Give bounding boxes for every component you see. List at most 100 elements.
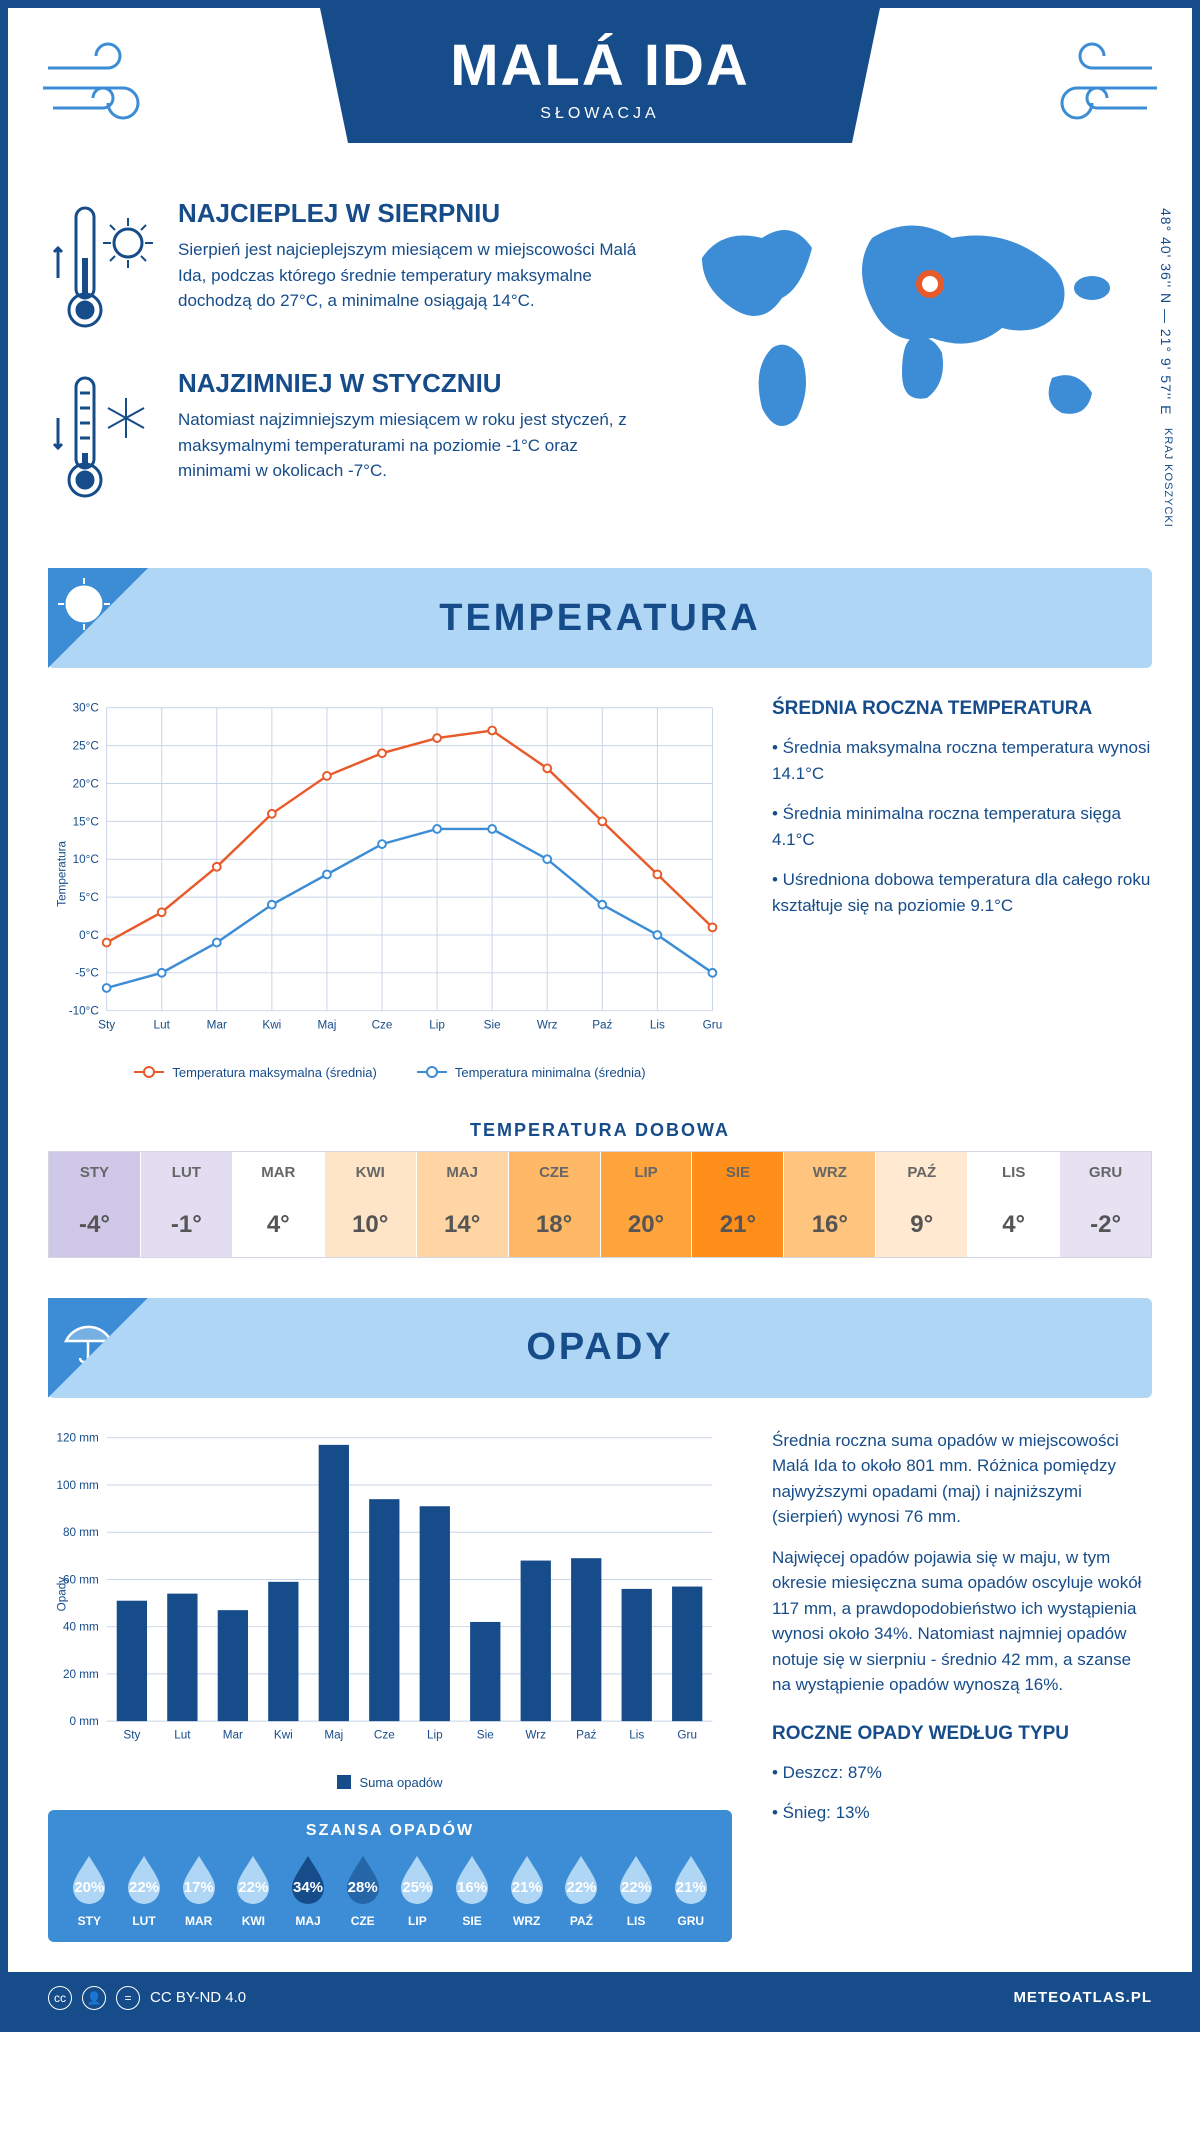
month-cell: WRZ16° bbox=[784, 1152, 876, 1257]
svg-text:Maj: Maj bbox=[324, 1728, 343, 1741]
month-cell: LUT-1° bbox=[141, 1152, 233, 1257]
svg-text:Temperatura: Temperatura bbox=[56, 841, 69, 907]
month-cell: LIS4° bbox=[968, 1152, 1060, 1257]
svg-text:20 mm: 20 mm bbox=[63, 1668, 99, 1681]
world-map-block: 48° 40' 36'' N — 21° 9' 57'' E KRAJ KOSZ… bbox=[672, 198, 1152, 538]
chance-drop: 22%LIS bbox=[609, 1852, 664, 1928]
svg-text:15°C: 15°C bbox=[73, 815, 100, 828]
month-cell: GRU-2° bbox=[1060, 1152, 1151, 1257]
title-band: MALÁ IDA SŁOWACJA bbox=[320, 8, 880, 143]
svg-text:Wrz: Wrz bbox=[525, 1728, 546, 1741]
region-label: KRAJ KOSZYCKI bbox=[1162, 428, 1174, 528]
raindrop-icon bbox=[341, 1852, 385, 1904]
temperature-legend: Temperatura maksymalna (średnia) Tempera… bbox=[48, 1065, 732, 1080]
month-cell: SIE21° bbox=[692, 1152, 784, 1257]
wind-icon bbox=[38, 38, 168, 138]
temperature-line-chart: -10°C-5°C0°C5°C10°C15°C20°C25°C30°CStyLu… bbox=[48, 698, 732, 1050]
svg-text:25°C: 25°C bbox=[73, 740, 100, 753]
svg-text:Opady: Opady bbox=[56, 1576, 69, 1611]
svg-text:Sie: Sie bbox=[484, 1018, 501, 1031]
temperature-title: TEMPERATURA bbox=[439, 597, 761, 640]
svg-text:Sty: Sty bbox=[98, 1018, 115, 1031]
sun-icon bbox=[56, 576, 116, 636]
page-subtitle: SŁOWACJA bbox=[320, 105, 880, 123]
svg-text:20°C: 20°C bbox=[73, 777, 100, 790]
warmest-block: NAJCIEPLEJ W SIERPNIU Sierpień jest najc… bbox=[48, 198, 642, 338]
svg-text:Kwi: Kwi bbox=[262, 1018, 281, 1031]
chance-drop: 22%PAŹ bbox=[554, 1852, 609, 1928]
svg-text:Mar: Mar bbox=[207, 1018, 227, 1031]
chance-drop: 21%WRZ bbox=[499, 1852, 554, 1928]
chance-drop: 22%LUT bbox=[117, 1852, 172, 1928]
svg-text:Lut: Lut bbox=[174, 1728, 191, 1741]
raindrop-icon bbox=[669, 1852, 713, 1904]
svg-text:Paź: Paź bbox=[592, 1018, 612, 1031]
svg-text:Kwi: Kwi bbox=[274, 1728, 293, 1741]
svg-text:Lip: Lip bbox=[427, 1728, 443, 1741]
coldest-title: NAJZIMNIEJ W STYCZNIU bbox=[178, 368, 642, 399]
svg-text:-5°C: -5°C bbox=[75, 967, 99, 980]
chance-drop: 34%MAJ bbox=[281, 1852, 336, 1928]
precipitation-info: Średnia roczna suma opadów w miejscowośc… bbox=[772, 1428, 1152, 1942]
warmest-title: NAJCIEPLEJ W SIERPNIU bbox=[178, 198, 642, 229]
month-cell: KWI10° bbox=[325, 1152, 417, 1257]
svg-text:80 mm: 80 mm bbox=[63, 1526, 99, 1539]
svg-text:Maj: Maj bbox=[317, 1018, 336, 1031]
raindrop-icon bbox=[614, 1852, 658, 1904]
chance-drop: 28%CZE bbox=[335, 1852, 390, 1928]
svg-text:10°C: 10°C bbox=[73, 853, 100, 866]
raindrop-icon bbox=[395, 1852, 439, 1904]
license-text: CC BY-ND 4.0 bbox=[150, 1989, 246, 2006]
svg-text:120 mm: 120 mm bbox=[56, 1431, 98, 1444]
svg-text:Lut: Lut bbox=[154, 1018, 171, 1031]
svg-text:Mar: Mar bbox=[223, 1728, 243, 1741]
site-name: METEOATLAS.PL bbox=[1013, 1989, 1152, 2006]
raindrop-icon bbox=[122, 1852, 166, 1904]
chance-drop: 21%GRU bbox=[663, 1852, 718, 1928]
by-icon: 👤 bbox=[82, 1986, 106, 2010]
svg-text:Wrz: Wrz bbox=[537, 1018, 558, 1031]
svg-text:30°C: 30°C bbox=[73, 702, 100, 715]
daily-temp-title: TEMPERATURA DOBOWA bbox=[8, 1120, 1192, 1141]
chance-drop: 16%SIE bbox=[445, 1852, 500, 1928]
svg-text:Lis: Lis bbox=[629, 1728, 644, 1741]
month-cell: MAJ14° bbox=[417, 1152, 509, 1257]
page-title: MALÁ IDA bbox=[320, 32, 880, 99]
temperature-section-header: TEMPERATURA bbox=[48, 568, 1152, 668]
svg-text:Lip: Lip bbox=[429, 1018, 445, 1031]
thermometer-hot-icon bbox=[48, 198, 158, 338]
world-map-icon bbox=[672, 198, 1152, 478]
raindrop-icon bbox=[450, 1852, 494, 1904]
daily-temp-table: STY-4°LUT-1°MAR4°KWI10°MAJ14°CZE18°LIP20… bbox=[48, 1151, 1152, 1258]
wind-icon bbox=[1032, 38, 1162, 138]
precipitation-section-header: OPADY bbox=[48, 1298, 1152, 1398]
temperature-info: ŚREDNIA ROCZNA TEMPERATURA • Średnia mak… bbox=[772, 698, 1152, 1080]
raindrop-icon bbox=[67, 1852, 111, 1904]
raindrop-icon bbox=[177, 1852, 221, 1904]
raindrop-icon bbox=[286, 1852, 330, 1904]
svg-text:5°C: 5°C bbox=[79, 891, 99, 904]
precipitation-bar-chart: 0 mm20 mm40 mm60 mm80 mm100 mm120 mmStyL… bbox=[48, 1428, 732, 1760]
chance-drop: 17%MAR bbox=[171, 1852, 226, 1928]
svg-text:40 mm: 40 mm bbox=[63, 1620, 99, 1633]
svg-text:Cze: Cze bbox=[374, 1728, 395, 1741]
month-cell: PAŹ9° bbox=[876, 1152, 968, 1257]
svg-text:-10°C: -10°C bbox=[69, 1005, 100, 1018]
precipitation-legend: Suma opadów bbox=[48, 1775, 732, 1790]
raindrop-icon bbox=[505, 1852, 549, 1904]
chance-drop: 22%KWI bbox=[226, 1852, 281, 1928]
month-cell: LIP20° bbox=[601, 1152, 693, 1257]
raindrop-icon bbox=[231, 1852, 275, 1904]
precipitation-title: OPADY bbox=[526, 1326, 673, 1369]
svg-text:Gru: Gru bbox=[677, 1728, 697, 1741]
umbrella-icon bbox=[56, 1306, 116, 1366]
month-cell: STY-4° bbox=[49, 1152, 141, 1257]
raindrop-icon bbox=[559, 1852, 603, 1904]
header: MALÁ IDA SŁOWACJA bbox=[8, 8, 1192, 188]
cc-icon: cc bbox=[48, 1986, 72, 2010]
precipitation-chance: SZANSA OPADÓW 20%STY22%LUT17%MAR22%KWI34… bbox=[48, 1810, 732, 1942]
coldest-block: NAJZIMNIEJ W STYCZNIU Natomiast najzimni… bbox=[48, 368, 642, 508]
chance-drop: 20%STY bbox=[62, 1852, 117, 1928]
month-cell: MAR4° bbox=[233, 1152, 325, 1257]
svg-text:100 mm: 100 mm bbox=[56, 1479, 98, 1492]
